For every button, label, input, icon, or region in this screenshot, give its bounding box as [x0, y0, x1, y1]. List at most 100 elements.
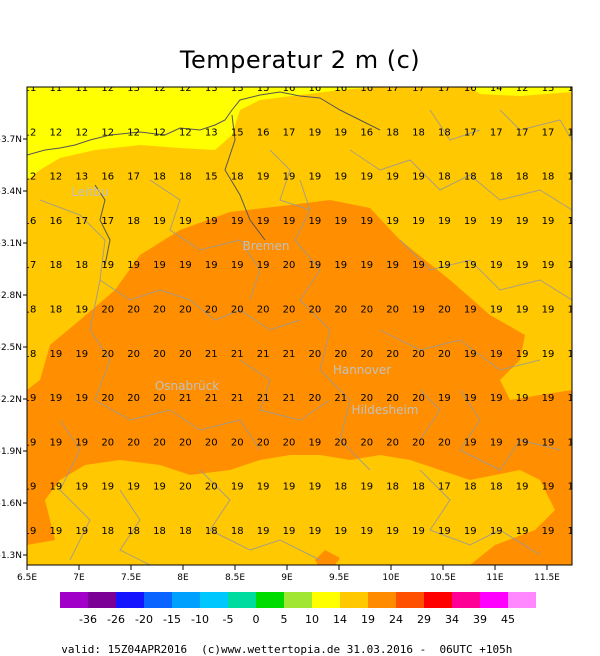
grid-value: 19: [153, 260, 166, 271]
grid-value: 20: [360, 349, 373, 360]
grid-value: 18: [568, 172, 581, 183]
grid-value: 20: [386, 305, 399, 316]
grid-value: 19: [24, 393, 37, 404]
grid-value: 20: [334, 305, 347, 316]
grid-value: 12: [24, 127, 37, 138]
grid-value: 20: [257, 305, 270, 316]
grid-value: 19: [490, 437, 503, 448]
grid-value: 19: [334, 127, 347, 138]
grid-value: 19: [386, 260, 399, 271]
grid-value: 20: [438, 437, 451, 448]
legend-label: -10: [191, 613, 209, 626]
legend-swatch: [228, 592, 256, 608]
grid-value: 19: [516, 437, 529, 448]
grid-value: 19: [283, 172, 296, 183]
grid-value: 20: [360, 305, 373, 316]
grid-value: 17: [516, 127, 529, 138]
grid-value: 13: [542, 83, 555, 94]
grid-value: 17: [464, 127, 477, 138]
grid-value: 19: [412, 260, 425, 271]
grid-value: 17: [568, 127, 581, 138]
grid-value: 18: [464, 172, 477, 183]
grid-value: 20: [127, 393, 140, 404]
coastline: [27, 91, 381, 266]
grid-value: 20: [257, 437, 270, 448]
grid-value: 20: [283, 260, 296, 271]
grid-value: 15: [205, 172, 218, 183]
grid-value: 19: [75, 349, 88, 360]
grid-value: 21: [257, 393, 270, 404]
grid-value: 19: [309, 482, 322, 493]
grid-value: 19: [568, 260, 581, 271]
grid-value: 20: [101, 305, 114, 316]
grid-value: 19: [24, 482, 37, 493]
grid-value: 19: [50, 526, 63, 537]
legend-swatch: [60, 592, 88, 608]
grid-value: 19: [568, 437, 581, 448]
legend-swatch: [368, 592, 396, 608]
grid-value: 19: [75, 437, 88, 448]
legend-label: 45: [501, 613, 515, 626]
grid-value: 20: [412, 349, 425, 360]
grid-value: 21: [179, 393, 192, 404]
grid-value: 11: [24, 83, 37, 94]
legend-label: -36: [79, 613, 97, 626]
grid-value: 19: [568, 393, 581, 404]
grid-value: 19: [50, 349, 63, 360]
grid-value: 19: [101, 260, 114, 271]
grid-value: 19: [283, 526, 296, 537]
grid-value: 19: [568, 305, 581, 316]
legend-labels: -36 -26 -20 -15 -10 -5 0 5 10 14 19 24 29 34 39 45: [79, 613, 515, 626]
lat-tick-label: 52.2N: [0, 395, 22, 405]
grid-value: 12: [179, 127, 192, 138]
grid-value: 13: [205, 83, 218, 94]
lon-tick-label: 11.5E: [534, 573, 560, 583]
grid-value: 15: [231, 127, 244, 138]
temp-band-10-14-ne: [470, 87, 572, 96]
grid-value: 19: [334, 216, 347, 227]
grid-value: 20: [179, 305, 192, 316]
legend-label: 0: [253, 613, 260, 626]
grid-value: 19: [542, 349, 555, 360]
city-label-hildesheim: Hildesheim: [352, 403, 419, 417]
grid-value: 19: [542, 216, 555, 227]
grid-value: 19: [568, 526, 581, 537]
grid-value: 19: [490, 260, 503, 271]
grid-value: 18: [438, 127, 451, 138]
grid-value: 19: [334, 172, 347, 183]
grid-value: 18: [490, 482, 503, 493]
grid-value: 19: [360, 482, 373, 493]
grid-value: 20: [179, 437, 192, 448]
grid-value: 20: [101, 437, 114, 448]
grid-value: 19: [516, 305, 529, 316]
grid-value: 19: [490, 305, 503, 316]
grid-value: 20: [360, 393, 373, 404]
grid-value: 18: [179, 526, 192, 537]
grid-value: 16: [50, 216, 63, 227]
legend-swatch: [172, 592, 200, 608]
legend-label: 10: [305, 613, 319, 626]
lon-tick-label: 11E: [486, 573, 503, 583]
lon-tick-label: 9.5E: [329, 573, 349, 583]
grid-value: 19: [438, 393, 451, 404]
city-label-leitbu: Leitbu: [71, 185, 108, 199]
legend-label: 19: [361, 613, 375, 626]
legend-swatch: [508, 592, 536, 608]
grid-value: 19: [490, 216, 503, 227]
grid-value: 21: [257, 349, 270, 360]
grid-value: 20: [386, 437, 399, 448]
grid-value: 20: [309, 393, 322, 404]
grid-value: 20: [231, 305, 244, 316]
grid-value: 18: [542, 172, 555, 183]
grid-value: 17: [101, 216, 114, 227]
lat-tick-label: 53.4N: [0, 187, 22, 197]
grid-value: 11: [50, 83, 63, 94]
legend-swatch: [116, 592, 144, 608]
grid-value: 17: [24, 260, 37, 271]
grid-value: 19: [179, 260, 192, 271]
grid-value: 19: [309, 172, 322, 183]
grid-value: 17: [490, 127, 503, 138]
grid-value: 18: [412, 127, 425, 138]
grid-value: 13: [75, 172, 88, 183]
